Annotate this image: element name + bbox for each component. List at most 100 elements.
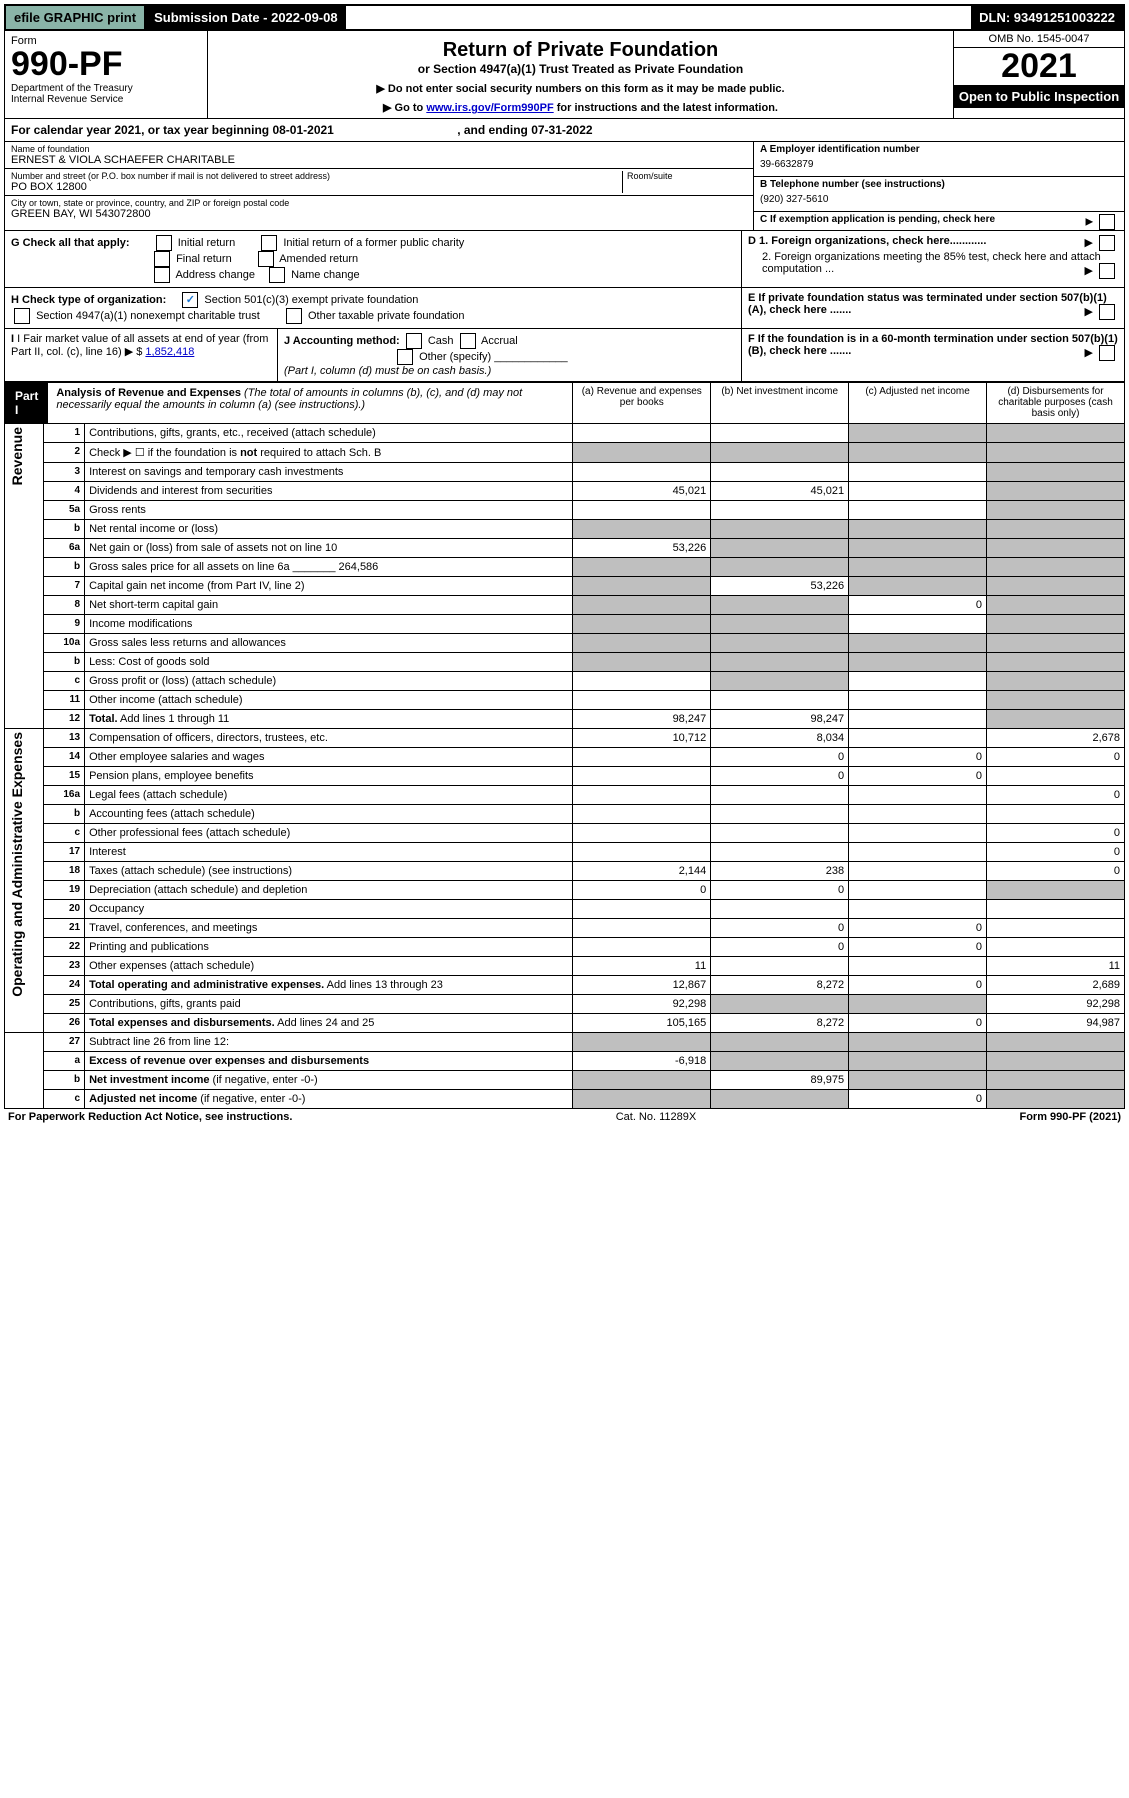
cell-value: [987, 520, 1125, 539]
j-accrual-checkbox[interactable]: [460, 333, 476, 349]
cell-value: [711, 501, 849, 520]
row-number: c: [43, 1090, 84, 1109]
cell-value: [849, 653, 987, 672]
cal-pre: For calendar year 2021, or tax year begi…: [11, 123, 272, 137]
row-number: 10a: [43, 634, 84, 653]
j-other-checkbox[interactable]: [397, 349, 413, 365]
e-checkbox[interactable]: [1099, 304, 1115, 320]
f-checkbox[interactable]: [1099, 345, 1115, 361]
g-initial-checkbox[interactable]: [156, 235, 172, 251]
cell-value: [987, 463, 1125, 482]
cell-value: [573, 691, 711, 710]
phone-label: B Telephone number (see instructions): [760, 179, 1118, 190]
c-checkbox[interactable]: [1099, 214, 1115, 230]
h-other-checkbox[interactable]: [286, 308, 302, 324]
row-number: 7: [43, 577, 84, 596]
efile-button[interactable]: efile GRAPHIC print: [6, 6, 146, 29]
cell-value: [573, 824, 711, 843]
cell-value: 0: [987, 862, 1125, 881]
row-desc: Contributions, gifts, grants, etc., rece…: [85, 424, 573, 443]
row-desc: Check ▶ ☐ if the foundation is not requi…: [85, 443, 573, 463]
cell-value: 8,272: [711, 1014, 849, 1033]
d2-checkbox[interactable]: [1099, 263, 1115, 279]
cell-value: [573, 596, 711, 615]
cell-value: [987, 653, 1125, 672]
cell-value: 45,021: [573, 482, 711, 501]
col-d-header: (d) Disbursements for charitable purpose…: [987, 383, 1125, 424]
cell-value: [573, 805, 711, 824]
header-right: OMB No. 1545-0047 2021 Open to Public In…: [953, 31, 1124, 118]
cell-value: 0: [987, 843, 1125, 862]
cell-value: [711, 843, 849, 862]
note-ssn: ▶ Do not enter social security numbers o…: [216, 82, 945, 95]
cell-value: [711, 1033, 849, 1052]
row-number: 2: [43, 443, 84, 463]
cell-value: -6,918: [573, 1052, 711, 1071]
cell-value: [987, 900, 1125, 919]
cell-value: 89,975: [711, 1071, 849, 1090]
cell-value: [711, 995, 849, 1014]
row-desc: Total operating and administrative expen…: [85, 976, 573, 995]
form-header: Form 990-PF Department of the Treasury I…: [4, 31, 1125, 119]
h-501c3-checkbox[interactable]: [182, 292, 198, 308]
cell-value: [987, 443, 1125, 463]
h-4947-checkbox[interactable]: [14, 308, 30, 324]
footer-mid: Cat. No. 11289X: [616, 1111, 697, 1123]
h-opt-2: Section 4947(a)(1) nonexempt charitable …: [36, 310, 260, 322]
part1-title: Analysis of Revenue and Expenses: [56, 387, 241, 399]
cell-value: [849, 501, 987, 520]
row-number: 21: [43, 919, 84, 938]
cell-value: [711, 520, 849, 539]
i-value: 1,852,418: [145, 346, 194, 358]
table-row: 27Subtract line 26 from line 12:: [5, 1033, 1125, 1052]
ein-label: A Employer identification number: [760, 144, 1118, 155]
submission-date: Submission Date - 2022-09-08: [146, 6, 346, 29]
irs-label: Internal Revenue Service: [11, 94, 201, 105]
cell-value: [987, 539, 1125, 558]
row-desc: Capital gain net income (from Part IV, l…: [85, 577, 573, 596]
cell-value: [573, 520, 711, 539]
cell-value: [849, 443, 987, 463]
g-initial-former-checkbox[interactable]: [261, 235, 277, 251]
cell-value: [987, 615, 1125, 634]
side-label: Operating and Administrative Expenses: [9, 732, 25, 997]
row-desc: Other employee salaries and wages: [85, 748, 573, 767]
note-post: for instructions and the latest informat…: [554, 102, 778, 114]
cell-value: [711, 691, 849, 710]
cell-value: 0: [711, 919, 849, 938]
cell-value: 10,712: [573, 729, 711, 748]
g-final-checkbox[interactable]: [154, 251, 170, 267]
cell-value: [987, 634, 1125, 653]
d1-checkbox[interactable]: [1099, 235, 1115, 251]
row-number: 15: [43, 767, 84, 786]
g-amended-checkbox[interactable]: [258, 251, 274, 267]
irs-link[interactable]: www.irs.gov/Form990PF: [426, 102, 553, 114]
dln-label: DLN: 93491251003222: [971, 6, 1123, 29]
cell-value: [987, 1090, 1125, 1109]
g-name-checkbox[interactable]: [269, 267, 285, 283]
cell-value: [573, 900, 711, 919]
cell-value: [573, 463, 711, 482]
cell-value: 2,689: [987, 976, 1125, 995]
form-subtitle: or Section 4947(a)(1) Trust Treated as P…: [216, 62, 945, 76]
g-address-checkbox[interactable]: [154, 267, 170, 283]
cell-value: [987, 424, 1125, 443]
cell-value: 0: [849, 976, 987, 995]
j-cash-checkbox[interactable]: [406, 333, 422, 349]
cal-end: 07-31-2022: [531, 123, 592, 137]
section-i: I I Fair market value of all assets at e…: [4, 329, 277, 382]
cell-value: 8,272: [711, 976, 849, 995]
row-number: 11: [43, 691, 84, 710]
cell-value: 0: [849, 596, 987, 615]
form-title: Return of Private Foundation: [216, 39, 945, 62]
row-number: a: [43, 1052, 84, 1071]
cell-value: [987, 881, 1125, 900]
row-desc: Taxes (attach schedule) (see instruction…: [85, 862, 573, 881]
cell-value: [711, 596, 849, 615]
cell-value: [711, 443, 849, 463]
section-e: E If private foundation status was termi…: [741, 288, 1125, 329]
row-number: 4: [43, 482, 84, 501]
cell-value: [987, 710, 1125, 729]
cell-value: [987, 767, 1125, 786]
cell-value: 98,247: [711, 710, 849, 729]
